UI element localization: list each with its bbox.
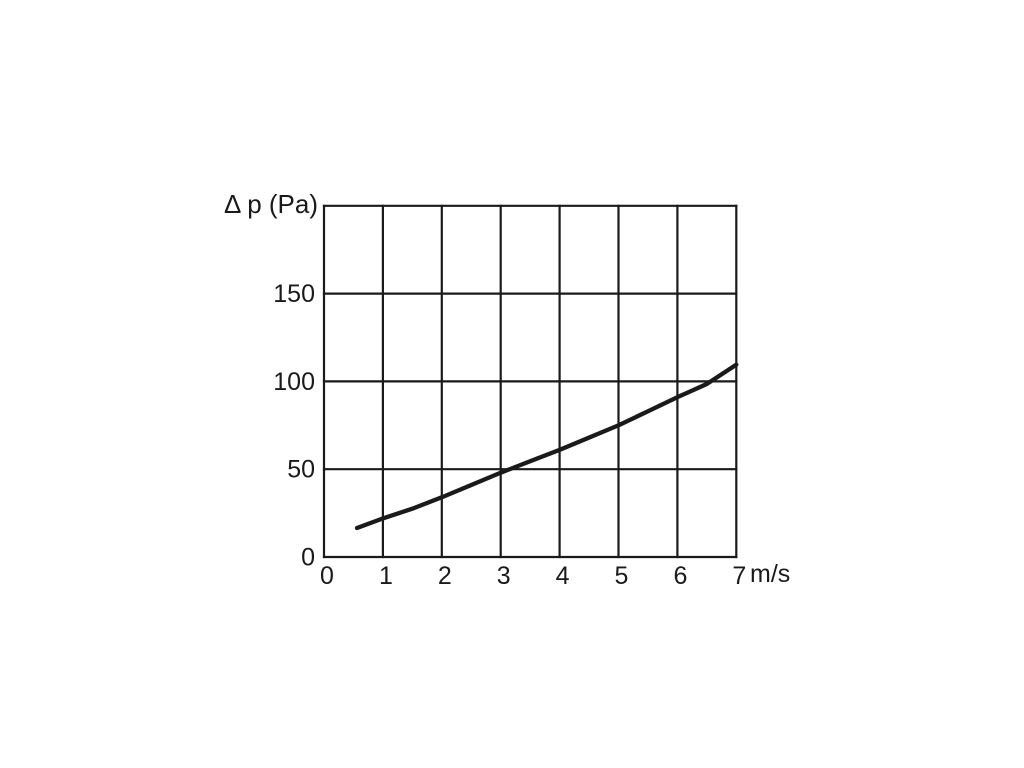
y-tick-label: 150 (273, 280, 315, 308)
pressure-curve (354, 362, 739, 531)
x-tick-label: 0 (320, 562, 334, 590)
x-tick-label: 7 (732, 562, 746, 590)
y-tick-label: 100 (273, 368, 315, 396)
x-tick-label: 5 (615, 562, 629, 590)
x-axis-unit: m/s (750, 560, 791, 588)
x-tick-label: 1 (379, 562, 393, 590)
x-tick-label: 6 (673, 562, 687, 590)
x-tick-label: 4 (556, 562, 570, 590)
y-axis-title: Δ p (Pa) (224, 189, 318, 219)
y-tick-labels: 0 50 100 150 (273, 280, 315, 571)
x-tick-label: 2 (438, 562, 452, 590)
pressure-drop-curve (354, 362, 739, 531)
x-tick-label: 3 (497, 562, 511, 590)
y-tick-label: 50 (287, 456, 315, 484)
x-tick-labels: 0 1 2 3 4 5 6 7 (320, 562, 746, 590)
grid-lines (322, 204, 738, 559)
y-tick-label: 0 (301, 544, 315, 572)
